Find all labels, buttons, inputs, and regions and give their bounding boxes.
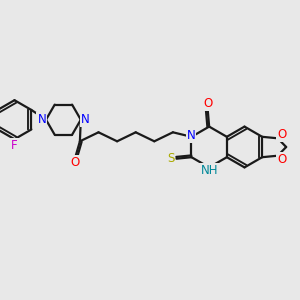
- Text: O: O: [277, 128, 286, 141]
- Text: O: O: [71, 156, 80, 170]
- Text: S: S: [167, 152, 174, 165]
- Text: N: N: [81, 113, 89, 126]
- Text: O: O: [203, 97, 212, 110]
- Text: NH: NH: [200, 164, 218, 177]
- Text: F: F: [11, 139, 18, 152]
- Text: N: N: [38, 113, 46, 126]
- Text: N: N: [187, 129, 195, 142]
- Text: O: O: [277, 153, 286, 166]
